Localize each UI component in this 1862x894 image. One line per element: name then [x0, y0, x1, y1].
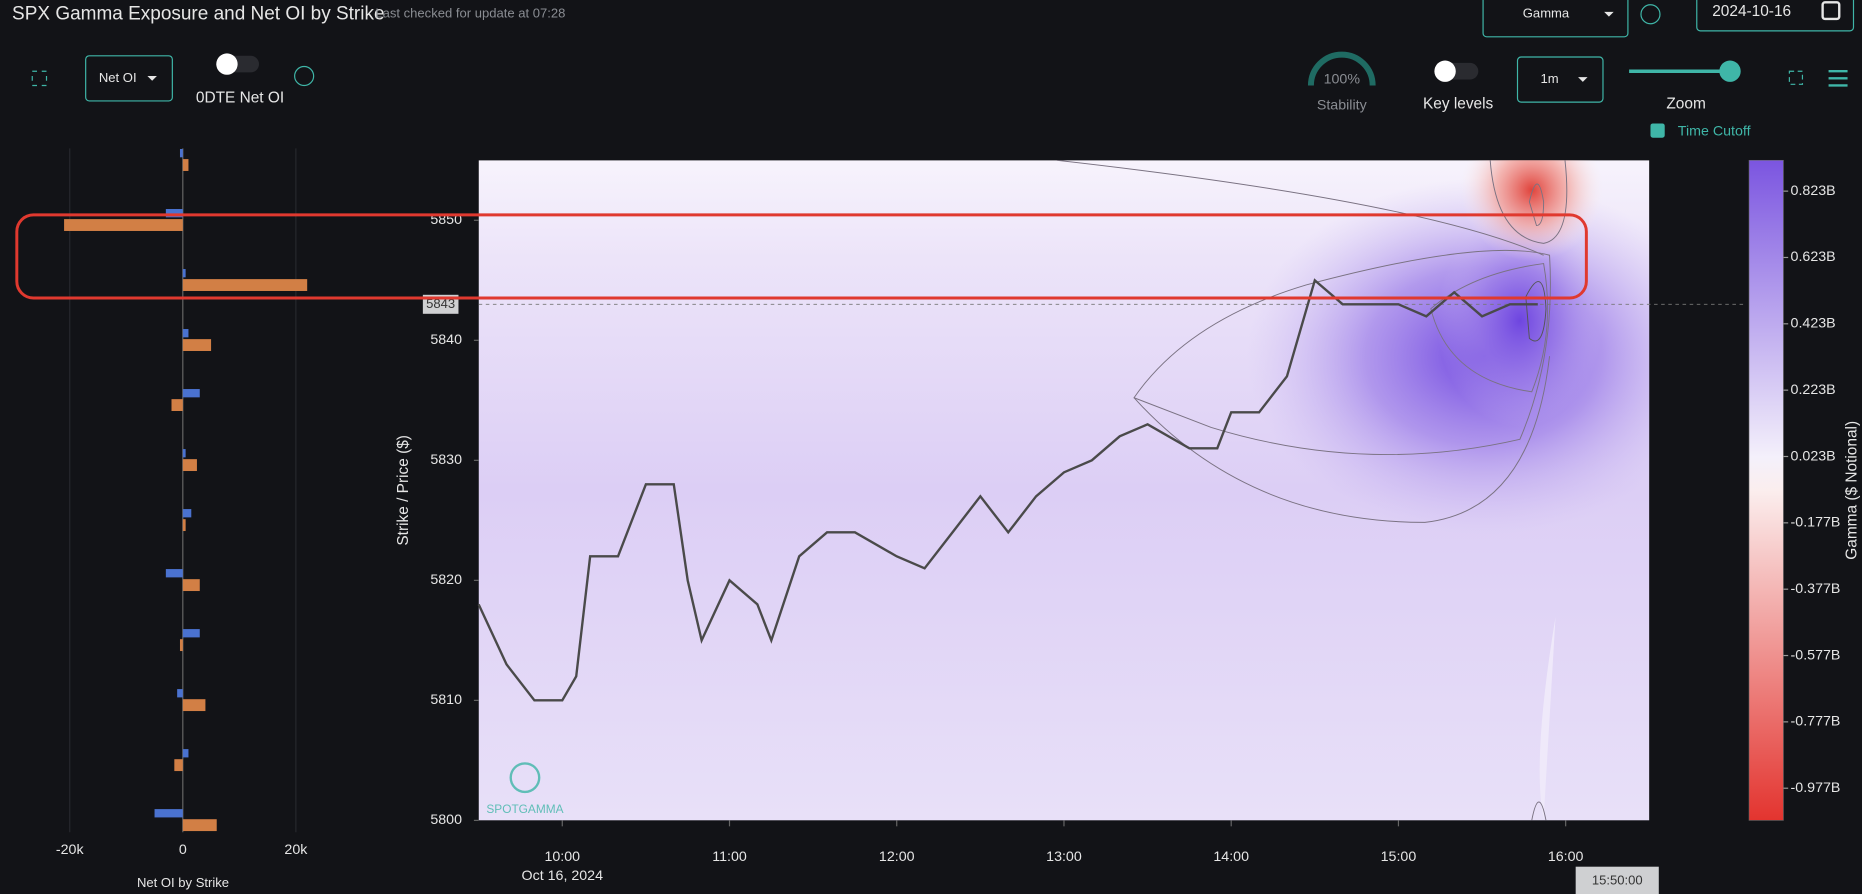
colorbar-tick-label: 0.223B	[1791, 382, 1836, 398]
interval-select[interactable]	[1516, 56, 1604, 103]
bar	[171, 399, 183, 412]
date-value: 2024-10-16	[1712, 3, 1791, 20]
x-tick-label: 0	[179, 842, 187, 858]
y-tick-label: 5830	[430, 452, 462, 468]
bar	[182, 579, 200, 592]
toggle-label: Key levels	[1423, 96, 1494, 113]
highlight-box	[15, 213, 1588, 300]
time-readout-box	[1575, 866, 1659, 894]
x-tick-label: 13:00	[1046, 849, 1082, 865]
zoom-label: Zoom	[1666, 96, 1705, 113]
bar	[182, 279, 308, 291]
toggle-label: 0DTE Net OI	[196, 90, 284, 107]
colorbar-tick-label: -0.377B	[1791, 581, 1841, 597]
bar	[182, 819, 217, 832]
bar	[179, 639, 183, 652]
y-tick-label: 5820	[430, 572, 462, 588]
colorbar-tick-label: -0.177B	[1791, 515, 1841, 531]
dropdown-arrow	[147, 75, 157, 81]
colorbar-tick-label: 0.623B	[1791, 249, 1836, 265]
info-icon[interactable]	[1640, 4, 1661, 25]
toggle-knob[interactable]	[216, 53, 238, 75]
x-tick-label: 12:00	[879, 849, 915, 865]
x-tick-label: 14:00	[1213, 849, 1249, 865]
title: SPX Gamma Exposure and Net OI by Strike	[12, 3, 384, 24]
price-line	[477, 278, 1538, 702]
y-tick-label: 5800	[430, 812, 462, 828]
bar	[179, 149, 183, 158]
subtitle: Last checked for update at 07:28	[375, 6, 565, 21]
x-tick-label: 15:00	[1381, 849, 1417, 865]
colorbar-tick-label: 0.423B	[1791, 316, 1836, 332]
y-tick-label: 5840	[430, 332, 462, 348]
bar	[177, 689, 183, 698]
interval-value: 1m	[1540, 71, 1558, 86]
date-label: Oct 16, 2024	[522, 868, 604, 884]
colorbar-title: Gamma ($ Notional)	[1843, 421, 1860, 560]
heatmap	[478, 160, 1650, 821]
current-price-box	[422, 294, 459, 314]
expand-icon[interactable]	[31, 70, 48, 87]
bar	[154, 809, 183, 818]
bar	[165, 569, 183, 578]
bar	[174, 759, 183, 772]
x-tick-label: -20k	[56, 842, 85, 858]
bar	[182, 509, 192, 518]
x-tick-label: 20k	[284, 842, 308, 858]
metric-value: Gamma	[1523, 6, 1570, 21]
bar	[182, 329, 189, 338]
checkbox-label: Time Cutoff	[1678, 124, 1751, 140]
date-picker[interactable]	[1696, 0, 1855, 32]
time-readout: 15:50:00	[1592, 872, 1643, 887]
oi-select[interactable]	[85, 55, 173, 102]
oi-value: Net OI	[99, 70, 137, 85]
bar	[182, 389, 200, 398]
zoom-knob[interactable]	[1719, 60, 1741, 82]
brand-text: SPOTGAMMA	[486, 802, 563, 816]
y-axis-title: Strike / Price ($)	[395, 435, 412, 546]
brand-logo: SPOTGAMMA	[486, 762, 564, 816]
colorbar	[1748, 159, 1784, 821]
colorbar-tick-label: -0.977B	[1791, 780, 1841, 796]
stability-value: 100%	[1324, 71, 1361, 87]
bar	[182, 749, 189, 758]
stability-label: Stability	[1317, 97, 1368, 113]
bar	[182, 339, 212, 351]
colorbar-tick-label: -0.777B	[1791, 714, 1841, 730]
current-price-label: 5843	[426, 296, 455, 311]
x-tick-label: 11:00	[712, 849, 747, 865]
dropdown-arrow	[1578, 77, 1588, 82]
bar	[182, 699, 206, 712]
checkbox[interactable]	[1650, 123, 1665, 138]
colorbar-tick-label: -0.577B	[1791, 647, 1841, 663]
bar	[182, 269, 186, 278]
bar	[182, 519, 186, 532]
y-tick-label: 5810	[430, 692, 462, 708]
x-tick-label: 16:00	[1548, 849, 1584, 865]
info-icon[interactable]	[294, 65, 315, 87]
expand-icon[interactable]	[1788, 70, 1804, 85]
x-axis-title: Net OI by Strike	[137, 875, 229, 890]
colorbar-tick-label: 0.023B	[1791, 448, 1836, 464]
x-tick-label: 10:00	[544, 849, 580, 865]
bar	[182, 449, 186, 458]
settings-icon[interactable]	[1828, 70, 1848, 87]
stability-gauge	[1307, 51, 1376, 86]
metric-select[interactable]	[1482, 0, 1629, 38]
bar	[182, 459, 197, 472]
bar	[182, 629, 200, 638]
colorbar-tick-label: 0.823B	[1791, 183, 1836, 199]
toggle-knob[interactable]	[1434, 60, 1456, 82]
bar	[165, 209, 183, 218]
dropdown-arrow	[1604, 11, 1614, 17]
bar	[64, 219, 183, 231]
bar	[182, 159, 189, 171]
calendar-icon[interactable]	[1821, 1, 1841, 21]
